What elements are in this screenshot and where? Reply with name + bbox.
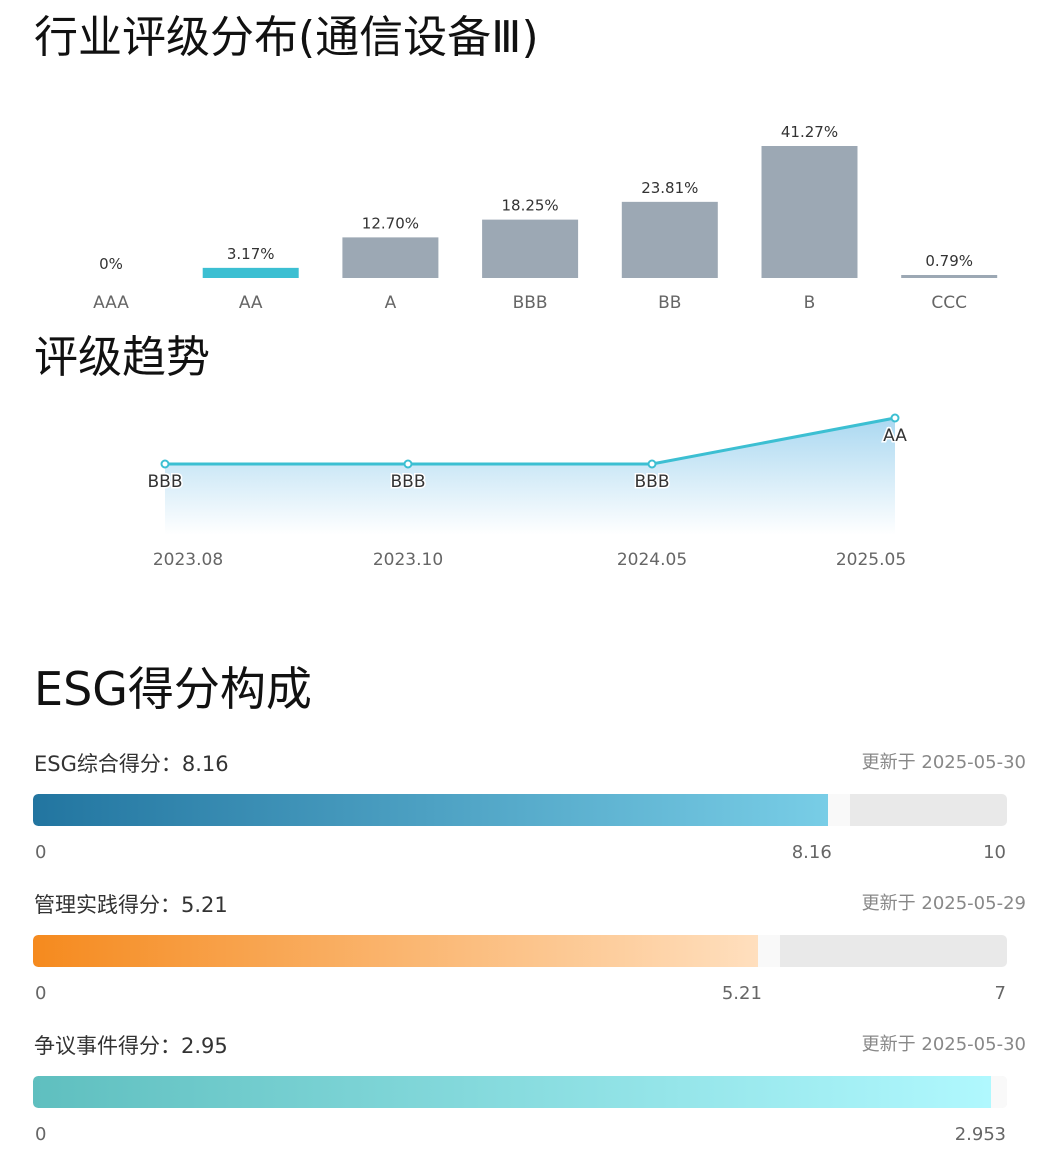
x-tick-label: 2023.08 [153,550,223,570]
esg-title: ESG得分构成 [34,662,312,716]
trend-point-label: AA [883,426,907,446]
score-marker [827,794,850,826]
bar-bb [621,201,718,278]
score-max: 7 [994,983,1006,1004]
score-updated: 更新于 2025-05-30 [861,1034,1026,1055]
score-max: 10 [983,842,1006,863]
trend-line [165,416,896,466]
score-track [33,935,1007,967]
bar-value-label: 3.17% [227,245,275,263]
score-min: 0 [35,1124,47,1145]
score-value: 5.21 [721,983,762,1004]
category-label: BB [658,293,681,313]
esg-total-score: ESG综合得分：8.16 更新于 2025-05-30 0 8.16 10 [0,748,1051,878]
trend-point [160,459,170,469]
bar-value-label: 0% [99,255,123,273]
bar-b [761,146,858,278]
management-practice-score: 管理实践得分：5.21 更新于 2025-05-29 0 5.21 7 [0,889,1051,1019]
score-track [33,1076,1007,1108]
category-label: AA [239,293,263,313]
trend-area [165,418,895,535]
bar-value-label: 41.27% [781,123,838,141]
score-updated: 更新于 2025-05-29 [861,893,1026,914]
score-label: ESG综合得分：8.16 [34,752,229,776]
bar-bbb [482,219,579,278]
category-label: B [804,293,816,313]
rating-trend-chart: BBB BBB BBB AA 2023.08 2023.10 2024.05 2025.05 [146,413,909,570]
score-value: 2.95 [954,1124,995,1145]
distribution-title: 行业评级分布(通信设备Ⅲ) [34,12,539,63]
score-updated: 更新于 2025-05-30 [861,752,1026,773]
bar-ccc [901,275,998,278]
bar-value-label: 18.25% [501,197,558,215]
trend-title: 评级趋势 [34,332,210,383]
score-marker [990,1076,1007,1108]
score-value: 8.16 [791,842,832,863]
score-label: 争议事件得分：2.95 [34,1034,228,1058]
bar-value-label: 12.70% [362,214,419,232]
trend-point-label: BBB [391,472,426,492]
bar-a [342,237,439,278]
x-tick-label: 2023.10 [373,550,443,570]
trend-point-label: BBB [148,472,183,492]
trend-point [403,459,413,469]
score-max: 3 [994,1124,1006,1145]
score-fill [33,1076,991,1108]
bar-value-label: 23.81% [641,179,698,197]
category-label: BBB [513,293,548,313]
score-marker [757,935,780,967]
x-tick-label: 2024.05 [617,550,687,570]
score-fill [33,794,828,826]
category-label: CCC [931,293,967,313]
score-track [33,794,1007,826]
bar-value-label: 0.79% [925,252,973,270]
score-min: 0 [35,983,47,1004]
category-label: A [385,293,397,313]
score-min: 0 [35,842,47,863]
x-tick-label: 2025.05 [836,550,906,570]
category-label: AAA [93,293,129,313]
score-label: 管理实践得分：5.21 [34,893,228,917]
bar-aa [202,267,299,278]
trend-point [647,459,657,469]
score-fill [33,935,758,967]
trend-point [890,413,900,423]
rating-distribution-chart: 0% AAA 3.17% AA 12.70% A 18.25% BBB 23.81% BB 41.2… [93,123,998,313]
controversy-score: 争议事件得分：2.95 更新于 2025-05-30 0 2.95 3 [0,1030,1051,1160]
trend-point-label: BBB [635,472,670,492]
